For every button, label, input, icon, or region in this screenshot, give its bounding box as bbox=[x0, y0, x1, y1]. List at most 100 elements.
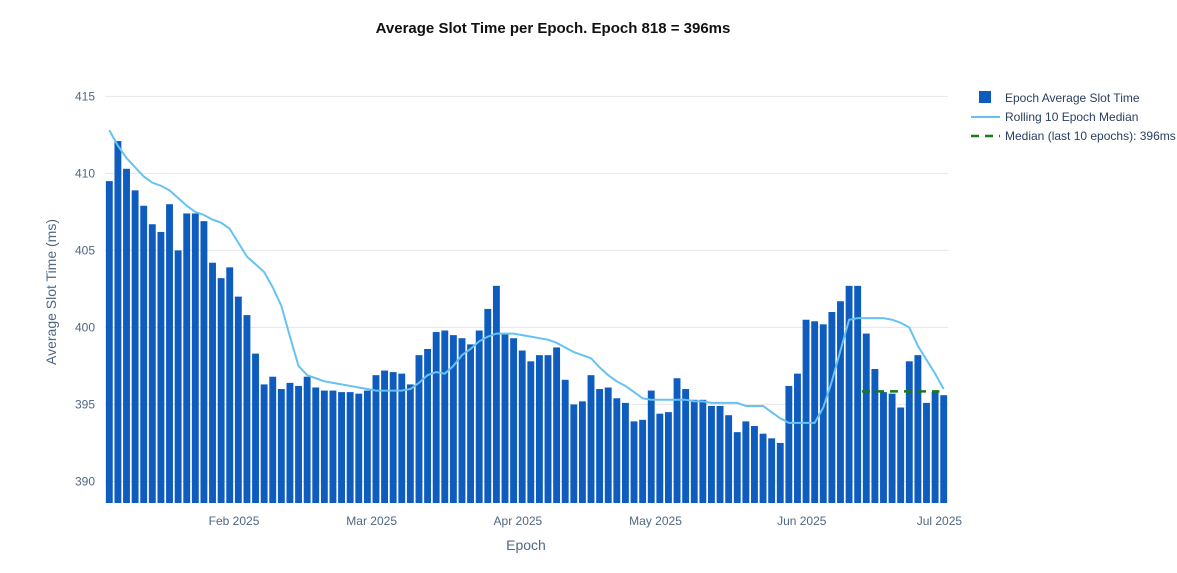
bar[interactable] bbox=[837, 301, 844, 503]
bar[interactable] bbox=[647, 390, 655, 503]
bar[interactable] bbox=[295, 385, 302, 503]
bar[interactable] bbox=[329, 390, 337, 503]
bar[interactable] bbox=[200, 221, 208, 503]
bar[interactable] bbox=[914, 355, 922, 503]
bar[interactable] bbox=[123, 168, 130, 503]
bar[interactable] bbox=[441, 330, 449, 503]
bar[interactable] bbox=[166, 204, 173, 504]
bar[interactable] bbox=[888, 393, 896, 503]
bar[interactable] bbox=[828, 312, 836, 503]
legend-label-bar[interactable]: Epoch Average Slot Time bbox=[1005, 91, 1140, 105]
bar[interactable] bbox=[819, 324, 827, 503]
bar[interactable] bbox=[381, 370, 389, 503]
bar[interactable] bbox=[174, 250, 182, 503]
bar[interactable] bbox=[209, 262, 216, 503]
legend-label-median[interactable]: Median (last 10 epochs): 396ms bbox=[1005, 129, 1176, 143]
bar[interactable] bbox=[346, 392, 354, 503]
bar[interactable] bbox=[277, 389, 285, 503]
bar[interactable] bbox=[759, 433, 767, 503]
bar[interactable] bbox=[802, 319, 810, 503]
bar[interactable] bbox=[140, 205, 148, 503]
bar[interactable] bbox=[785, 385, 793, 503]
bar[interactable] bbox=[320, 390, 328, 503]
bar[interactable] bbox=[105, 181, 113, 503]
bar[interactable] bbox=[226, 267, 234, 503]
bar[interactable] bbox=[458, 338, 466, 503]
legend-swatch-bar[interactable] bbox=[979, 91, 991, 103]
bar[interactable] bbox=[561, 379, 569, 503]
bar[interactable] bbox=[484, 308, 492, 503]
bar[interactable] bbox=[527, 361, 535, 503]
bar[interactable] bbox=[501, 333, 509, 503]
bar[interactable] bbox=[535, 355, 543, 503]
bar[interactable] bbox=[363, 390, 371, 503]
bar[interactable] bbox=[578, 401, 586, 503]
bar[interactable] bbox=[673, 378, 681, 503]
bar[interactable] bbox=[682, 389, 690, 503]
bar[interactable] bbox=[862, 333, 870, 503]
bar[interactable] bbox=[570, 404, 578, 503]
bar[interactable] bbox=[131, 190, 139, 503]
bar[interactable] bbox=[406, 384, 414, 503]
bar[interactable] bbox=[725, 415, 733, 503]
bar[interactable] bbox=[372, 375, 380, 503]
bar[interactable] bbox=[656, 413, 664, 503]
bar[interactable] bbox=[940, 395, 948, 503]
bar[interactable] bbox=[905, 361, 913, 503]
bar[interactable] bbox=[811, 321, 819, 503]
bar[interactable] bbox=[252, 353, 259, 503]
bar[interactable] bbox=[587, 375, 595, 503]
bar[interactable] bbox=[880, 392, 887, 503]
bar[interactable] bbox=[510, 338, 518, 503]
bar[interactable] bbox=[355, 393, 363, 503]
bar[interactable] bbox=[639, 419, 647, 503]
bar[interactable] bbox=[518, 350, 526, 503]
bar[interactable] bbox=[690, 399, 698, 503]
bar[interactable] bbox=[794, 373, 801, 503]
bar[interactable] bbox=[157, 231, 165, 503]
bar[interactable] bbox=[751, 425, 758, 503]
bar[interactable] bbox=[621, 402, 629, 503]
bar[interactable] bbox=[871, 369, 879, 503]
bar[interactable] bbox=[114, 141, 122, 504]
bar[interactable] bbox=[475, 330, 483, 503]
bar[interactable] bbox=[449, 335, 457, 503]
bar[interactable] bbox=[260, 384, 268, 503]
bar[interactable] bbox=[699, 399, 707, 503]
bar[interactable] bbox=[303, 376, 311, 503]
bar[interactable] bbox=[467, 344, 475, 503]
bar[interactable] bbox=[398, 373, 406, 503]
legend-label-rolling[interactable]: Rolling 10 Epoch Median bbox=[1005, 110, 1138, 124]
bar[interactable] bbox=[553, 347, 561, 503]
bar[interactable] bbox=[923, 402, 930, 503]
bar[interactable] bbox=[716, 405, 724, 503]
bar[interactable] bbox=[854, 285, 862, 503]
bar[interactable] bbox=[432, 332, 440, 503]
bar[interactable] bbox=[217, 278, 225, 503]
bar[interactable] bbox=[630, 421, 638, 503]
bar[interactable] bbox=[286, 382, 294, 503]
bar[interactable] bbox=[191, 213, 199, 503]
bar[interactable] bbox=[708, 405, 715, 503]
bar[interactable] bbox=[596, 389, 604, 503]
bar[interactable] bbox=[768, 438, 776, 503]
bar[interactable] bbox=[897, 407, 905, 503]
bar[interactable] bbox=[742, 421, 750, 503]
bar[interactable] bbox=[604, 387, 612, 503]
bar[interactable] bbox=[613, 398, 621, 503]
bar[interactable] bbox=[243, 315, 251, 503]
bar[interactable] bbox=[148, 224, 156, 503]
bar[interactable] bbox=[312, 387, 320, 503]
bar[interactable] bbox=[424, 348, 432, 503]
bar[interactable] bbox=[776, 442, 784, 503]
bar[interactable] bbox=[389, 372, 397, 503]
rolling-median-line[interactable] bbox=[108, 129, 945, 424]
bar[interactable] bbox=[931, 392, 939, 503]
bar[interactable] bbox=[544, 355, 552, 503]
bar[interactable] bbox=[269, 376, 277, 503]
bar[interactable] bbox=[234, 296, 242, 503]
bar[interactable] bbox=[183, 213, 191, 503]
bar[interactable] bbox=[845, 285, 853, 503]
bar[interactable] bbox=[664, 412, 672, 503]
bar[interactable] bbox=[415, 355, 423, 503]
